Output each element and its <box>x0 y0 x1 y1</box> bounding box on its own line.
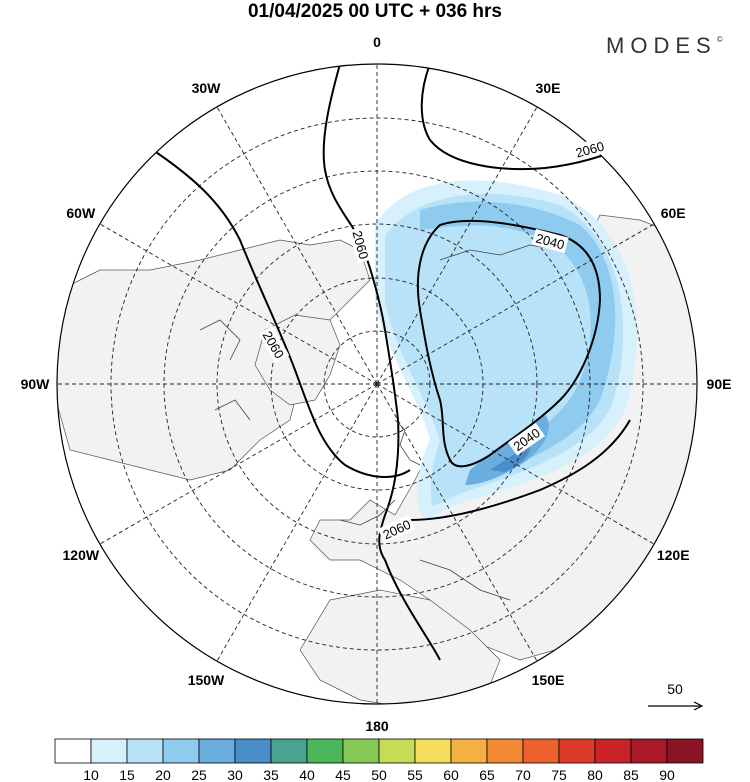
colorbar-box <box>162 738 200 764</box>
wind-reference-arrowhead <box>693 701 704 711</box>
colorbar-label: 55 <box>407 767 423 782</box>
lon-label-180: 180 <box>365 718 389 734</box>
colorbar-box <box>522 738 560 764</box>
colorbar-box <box>126 738 164 764</box>
colorbar-label: 10 <box>83 767 99 782</box>
wind-shading <box>375 180 638 520</box>
colorbar-box <box>414 738 452 764</box>
colorbar-label: 80 <box>587 767 603 782</box>
colorbar-label: 25 <box>191 767 207 782</box>
colorbar <box>54 738 704 764</box>
colorbar-box <box>666 738 704 764</box>
colorbar-box <box>270 738 308 764</box>
colorbar-box <box>198 738 236 764</box>
contour-label-2040-upper: 2040 <box>534 231 566 253</box>
wind-reference: 50 <box>648 681 704 711</box>
colorbar-label: 50 <box>371 767 387 782</box>
colorbar-label: 30 <box>227 767 243 782</box>
colorbar-label: 35 <box>263 767 279 782</box>
colorbar-box <box>342 738 380 764</box>
wind-reference-label: 50 <box>667 681 683 697</box>
colorbar-box <box>594 738 632 764</box>
colorbar-box <box>486 738 524 764</box>
modes-logo-text: MODES <box>606 33 717 58</box>
colorbar-box <box>54 738 92 764</box>
modes-logo: MODES© <box>606 33 723 59</box>
colorbar-box <box>90 738 128 764</box>
jet-shade-25 <box>420 201 616 478</box>
colorbar-label: 85 <box>623 767 639 782</box>
colorbar-label: 20 <box>155 767 171 782</box>
land-africa <box>299 589 501 704</box>
coastlines <box>199 244 561 601</box>
colorbar-label: 15 <box>119 767 135 782</box>
colorbar-label: 65 <box>479 767 495 782</box>
colorbar-box <box>558 738 596 764</box>
colorbar-box <box>630 738 668 764</box>
contour-2060-outer <box>149 64 641 661</box>
copyright-mark: © <box>716 35 723 44</box>
lon-label-60e: 60E <box>661 205 686 221</box>
longitude-labels: 180 150E 120E 90E 60E 30E 0 30W 60W 90W 120W 150W <box>21 34 732 734</box>
lon-label-90w: 90W <box>21 376 51 392</box>
lon-label-150w: 150W <box>188 672 225 688</box>
colorbar-box <box>450 738 488 764</box>
colorbar-box <box>234 738 272 764</box>
colorbar-label: 90 <box>659 767 675 782</box>
colorbar-label: 45 <box>335 767 351 782</box>
colorbar-label: 75 <box>551 767 567 782</box>
lon-label-120w: 120W <box>63 547 100 563</box>
contour-label-2060-n: 2060 <box>349 229 371 261</box>
colorbar-label: 60 <box>443 767 459 782</box>
colorbar-labels: 10 15 20 25 30 35 40 45 50 55 60 65 70 75 80 85 90 <box>83 767 675 782</box>
colorbar-box <box>306 738 344 764</box>
lon-label-90e: 90E <box>707 376 732 392</box>
globe-outline <box>56 63 698 705</box>
contour-label-layer: 2060 2060 2060 2040 2040 2060 <box>258 136 609 544</box>
contour-label-2060-ne: 2060 <box>574 139 606 161</box>
lon-label-60w: 60W <box>66 205 96 221</box>
lon-label-30w: 30W <box>192 80 222 96</box>
lon-label-0: 0 <box>373 34 381 50</box>
lon-label-150e: 150E <box>532 672 565 688</box>
lon-label-120e: 120E <box>657 547 690 563</box>
colorbar-box <box>378 738 416 764</box>
colorbar-label: 70 <box>515 767 531 782</box>
lon-label-30e: 30E <box>536 80 561 96</box>
map-title: 01/04/2025 00 UTC + 036 hrs <box>247 1 503 22</box>
colorbar-label: 40 <box>299 767 315 782</box>
graticule <box>57 64 697 704</box>
